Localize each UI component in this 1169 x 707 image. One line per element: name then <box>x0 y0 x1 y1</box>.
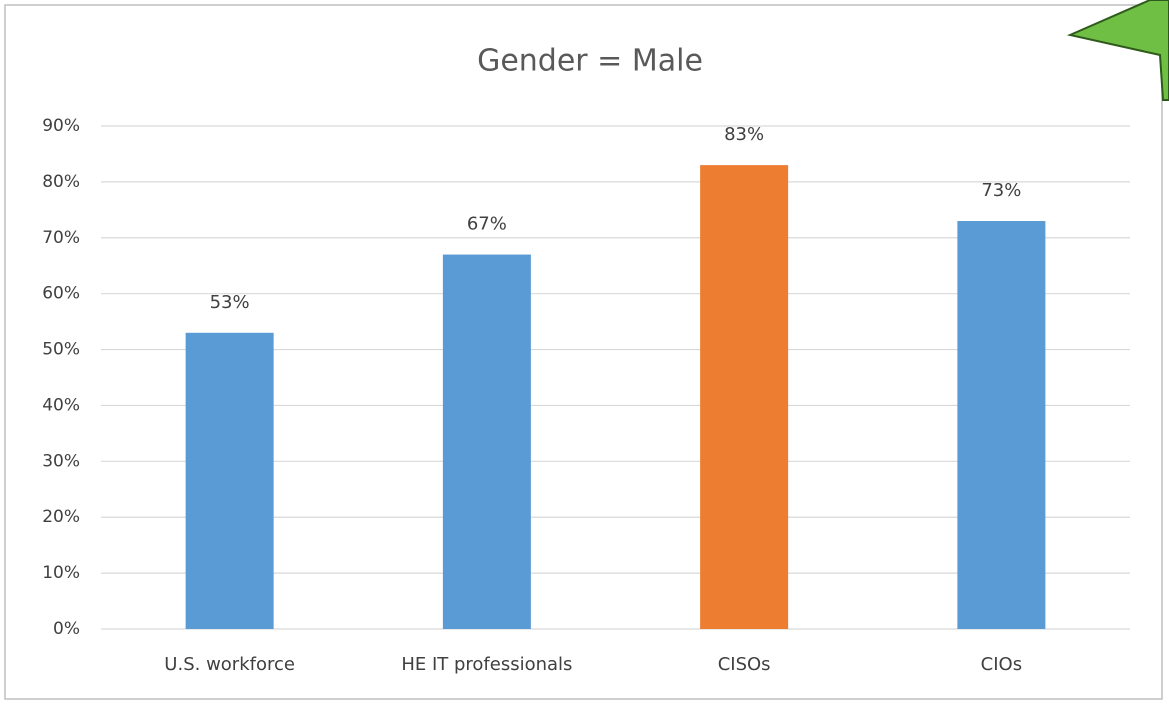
data-label: 73% <box>981 180 1021 201</box>
x-tick-label: U.S. workforce <box>164 654 295 675</box>
x-tick-label: CIOs <box>981 654 1022 675</box>
callout-arrow <box>1066 0 1169 101</box>
y-tick-label: 90% <box>42 116 80 136</box>
y-tick-label: 10% <box>42 563 80 583</box>
data-label: 67% <box>467 214 507 235</box>
bar <box>185 332 274 629</box>
bar <box>700 165 789 629</box>
y-tick-label: 40% <box>42 395 80 415</box>
y-tick-label: 50% <box>42 340 80 360</box>
bar <box>442 254 531 630</box>
y-tick-label: 70% <box>42 228 80 248</box>
chart-title: Gender = Male <box>477 44 703 79</box>
bar <box>957 221 1046 629</box>
y-tick-label: 60% <box>42 284 80 304</box>
x-tick-label: CISOs <box>718 654 771 675</box>
data-label: 83% <box>724 124 764 145</box>
x-tick-label: HE IT professionals <box>401 654 572 675</box>
y-tick-label: 20% <box>42 507 80 527</box>
data-label: 53% <box>210 292 250 313</box>
y-tick-label: 80% <box>42 172 80 192</box>
y-tick-label: 0% <box>53 619 80 639</box>
y-tick-label: 30% <box>42 451 80 471</box>
